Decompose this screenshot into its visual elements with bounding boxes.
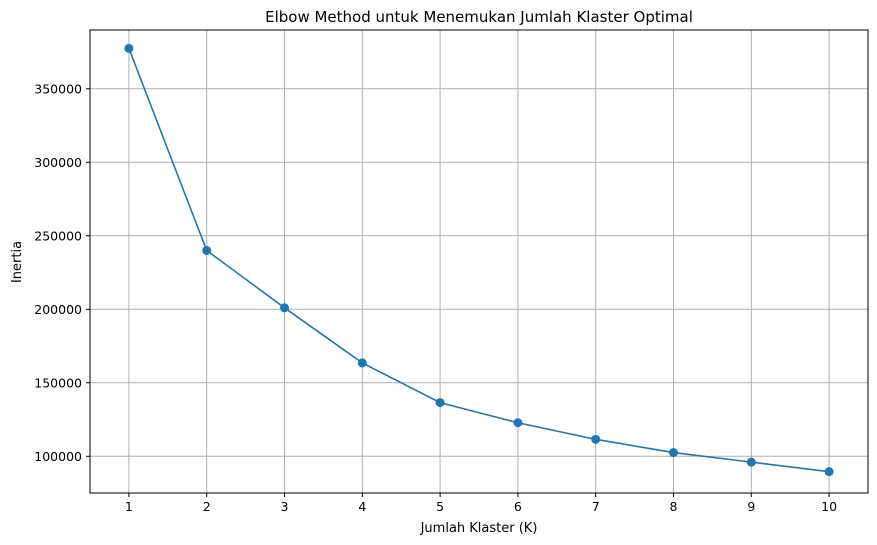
x-tick-label: 4 (358, 499, 366, 514)
y-tick-label: 150000 (34, 375, 82, 390)
data-point (435, 398, 445, 408)
tick-layer: 1 2 3 4 5 6 7 8 9 10 100000 150000 200000 250000 30000… (34, 81, 837, 514)
data-point (746, 457, 756, 467)
x-tick-label: 5 (436, 499, 444, 514)
x-tick-label: 8 (670, 499, 678, 514)
y-tick-label: 250000 (34, 228, 82, 243)
y-tick-label: 100000 (34, 449, 82, 464)
data-point (591, 434, 601, 444)
plot-frame (89, 29, 869, 494)
data-point (513, 418, 523, 428)
data-point (202, 245, 212, 255)
data-point (280, 303, 289, 313)
x-tick-label: 3 (281, 499, 289, 514)
data-point (357, 358, 367, 368)
y-axis-label: Inertia (10, 241, 25, 283)
series-line (128, 48, 830, 473)
x-tick-label: 7 (592, 499, 600, 514)
chart-title: Elbow Method untuk Menemukan Jumlah Klas… (265, 8, 693, 26)
series-layer (124, 43, 834, 477)
x-tick-label: 10 (821, 499, 837, 514)
x-tick-label: 2 (203, 499, 211, 514)
x-tick-label: 9 (747, 499, 755, 514)
data-point (669, 448, 678, 458)
grid (90, 30, 868, 493)
x-tick-label: 1 (125, 499, 133, 514)
data-point (124, 43, 134, 53)
y-tick-label: 350000 (34, 81, 82, 96)
x-tick-label: 6 (514, 499, 522, 514)
y-tick-label: 200000 (34, 302, 82, 317)
y-tick-label: 300000 (34, 155, 82, 170)
data-point (824, 467, 834, 477)
x-axis-label: Jumlah Klaster (K) (420, 521, 538, 536)
